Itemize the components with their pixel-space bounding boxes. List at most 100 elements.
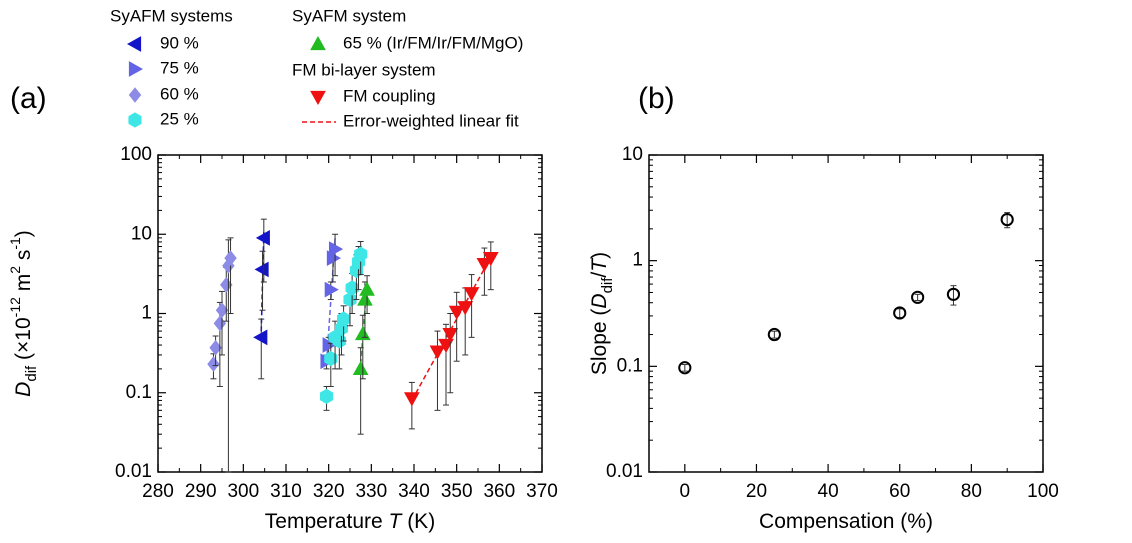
legend-heading: SyAFM system (292, 6, 406, 25)
data-point (448, 305, 465, 320)
data-point (911, 290, 925, 304)
y-tick-label: 1 (141, 303, 152, 324)
data-point (224, 250, 237, 266)
legend-label: Error-weighted linear fit (343, 111, 519, 130)
x-tick-label: 100 (1027, 481, 1059, 502)
error-bar (468, 274, 475, 338)
data-point (429, 345, 446, 360)
legend-marker (128, 87, 142, 103)
y-tick-label: 10 (131, 223, 152, 244)
y-tick-label: 10 (622, 144, 643, 165)
error-bar (259, 250, 266, 311)
x-axis-label: Temperature T (K) (265, 510, 435, 533)
y-tick-label: 0.01 (606, 461, 643, 482)
data-point (332, 333, 346, 349)
data-point (254, 261, 269, 278)
x-tick-label: 300 (227, 481, 259, 502)
data-point (359, 281, 375, 296)
error-bar (896, 308, 903, 318)
y-axis-label-part: dif (23, 365, 40, 382)
y-axis-label-part: / (588, 272, 611, 278)
y-tick-label: 0.01 (115, 461, 152, 482)
data-point (255, 230, 270, 246)
legend-label: 60 % (160, 84, 199, 103)
legend-label: 25 % (160, 109, 199, 128)
y-axis-label-part: -1 (7, 237, 23, 250)
error-bar (332, 233, 339, 277)
data-point (442, 327, 459, 343)
x-tick-label: 330 (355, 481, 387, 502)
x-axis-label: Compensation (%) (759, 510, 933, 533)
legend-label: 65 % (Ir/FM/Ir/FM/MgO) (343, 33, 523, 52)
error-bar (447, 313, 454, 394)
plot-frame (648, 154, 1044, 473)
x-tick-label: 350 (441, 481, 473, 502)
y-axis-label-part: D (12, 382, 35, 397)
y-axis-label-part: ) (588, 252, 611, 259)
error-bar (914, 293, 921, 301)
error-bar (219, 290, 225, 356)
error-bar (681, 364, 688, 372)
y-axis-label-part: s (12, 250, 35, 266)
data-point (404, 392, 420, 407)
data-point (354, 326, 371, 341)
error-bar (434, 330, 441, 411)
legend-marker (310, 35, 326, 51)
data-point (357, 291, 373, 306)
data-point (324, 281, 339, 298)
y-tick-label: 0.1 (617, 355, 643, 376)
data-point (215, 302, 229, 319)
x-tick-label: 310 (270, 481, 302, 502)
x-axis-label-part: Compensation (%) (759, 510, 933, 533)
x-tick-label: 320 (313, 481, 345, 502)
panel-label: (a) (10, 82, 47, 115)
x-tick-label: 290 (185, 481, 217, 502)
data-point (328, 241, 344, 257)
data-point (463, 287, 480, 302)
legend-label: 75 % (160, 58, 199, 77)
legend-heading: SyAFM systems (110, 6, 233, 25)
data-point (319, 388, 334, 404)
y-axis-label-part: T (588, 257, 611, 272)
x-tick-label: 60 (889, 481, 910, 502)
legend-marker (310, 90, 326, 106)
y-axis-label-part: (×10 (12, 317, 35, 365)
y-tick-label: 0.1 (126, 382, 152, 403)
data-point (946, 287, 961, 301)
data-point (438, 338, 454, 354)
y-axis-label-part: Slope ( (588, 309, 611, 376)
error-bar (771, 330, 778, 339)
data-point (207, 356, 220, 372)
y-tick-label: 1 (632, 250, 643, 271)
error-bar (443, 323, 449, 406)
x-axis-label-part: Temperature (265, 510, 389, 533)
x-axis-label-part: (K) (401, 510, 435, 533)
data-point (893, 306, 907, 320)
data-point (354, 246, 368, 262)
legend-label: FM coupling (343, 86, 436, 105)
x-tick-label: 80 (961, 481, 982, 502)
x-tick-label: 0 (680, 481, 691, 502)
data-point (209, 339, 222, 356)
data-point (337, 311, 351, 327)
y-axis-label: Ddif (×10-12 m2 s-1) (7, 230, 41, 397)
x-tick-label: 360 (483, 481, 515, 502)
legend-label: 90 % (160, 33, 199, 52)
error-bar (462, 287, 469, 356)
data-point (324, 350, 338, 367)
y-axis-label: Slope (Ddif/T) (588, 252, 617, 375)
error-bar (453, 291, 460, 362)
data-point (457, 301, 474, 316)
x-tick-label: 40 (818, 481, 839, 502)
data-point (220, 277, 233, 293)
legend-marker (128, 112, 142, 128)
x-axis-label-part: T (389, 510, 404, 533)
data-point (1000, 212, 1014, 227)
legend-marker (126, 36, 142, 52)
y-axis-label-part: m (12, 274, 35, 297)
x-tick-label: 340 (398, 481, 430, 502)
error-bar (260, 218, 267, 283)
data-point (476, 258, 493, 273)
y-axis-label-part: D (588, 293, 611, 308)
